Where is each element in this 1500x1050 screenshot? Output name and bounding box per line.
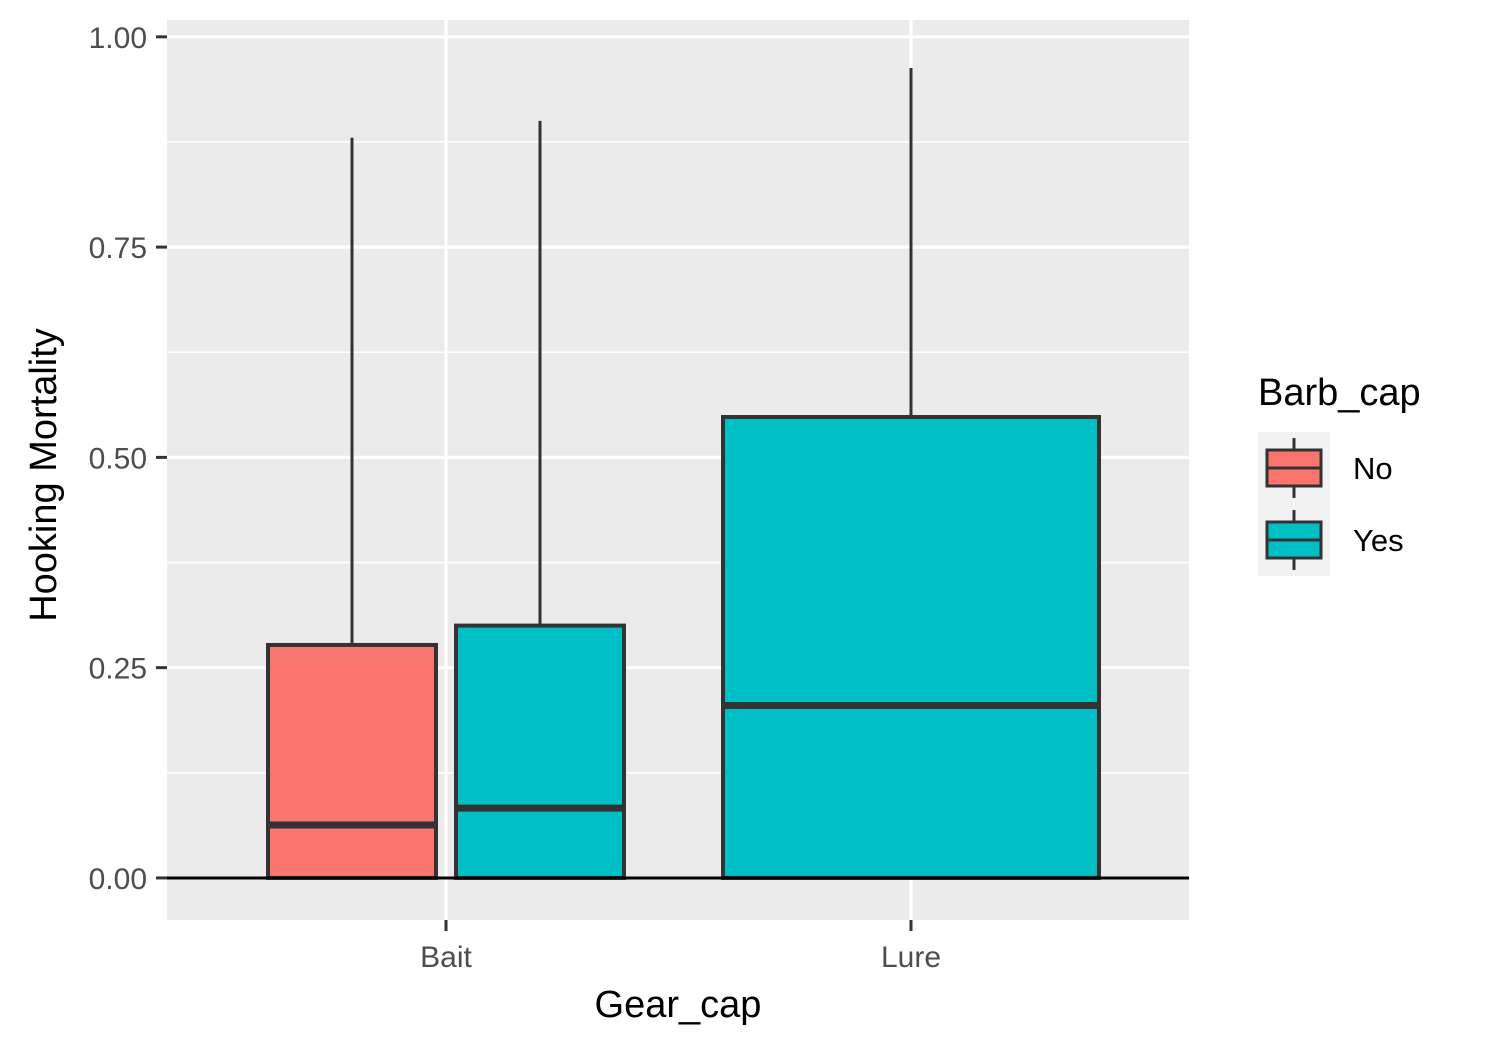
boxes-layer (266, 67, 1101, 880)
box-body (266, 642, 438, 880)
y-tick-label: 0.50 (89, 442, 147, 475)
legend-item-no: No (1265, 438, 1393, 498)
y-tick-label: 0.25 (89, 653, 147, 686)
box-body (454, 623, 626, 880)
legend-entries: No Yes (1265, 438, 1404, 570)
legend-title: Barb_cap (1258, 372, 1421, 414)
y-tick-label: 0.00 (89, 863, 147, 896)
y-axis: 0.00 0.25 0.50 0.75 1.00 (89, 22, 167, 896)
legend-label: Yes (1353, 523, 1404, 558)
legend-item-yes: Yes (1265, 510, 1404, 570)
box-bait-no (266, 137, 438, 880)
x-tick-label: Bait (420, 941, 472, 974)
x-tick-label: Lure (881, 941, 941, 974)
y-tick-label: 0.75 (89, 232, 147, 265)
x-axis-title: Gear_cap (595, 984, 762, 1026)
x-axis: Bait Lure (420, 920, 941, 974)
box-body (721, 415, 1101, 880)
y-tick-label: 1.00 (89, 22, 147, 55)
box-bait-yes (454, 120, 626, 880)
legend: Barb_cap No Yes (1258, 372, 1421, 576)
y-axis-title: Hooking Mortality (23, 328, 65, 622)
legend-label: No (1353, 451, 1393, 486)
box-lure-yes (721, 67, 1101, 880)
